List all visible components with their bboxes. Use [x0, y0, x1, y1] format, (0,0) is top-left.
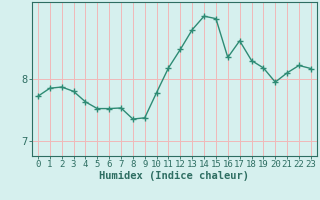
X-axis label: Humidex (Indice chaleur): Humidex (Indice chaleur)	[100, 171, 249, 181]
